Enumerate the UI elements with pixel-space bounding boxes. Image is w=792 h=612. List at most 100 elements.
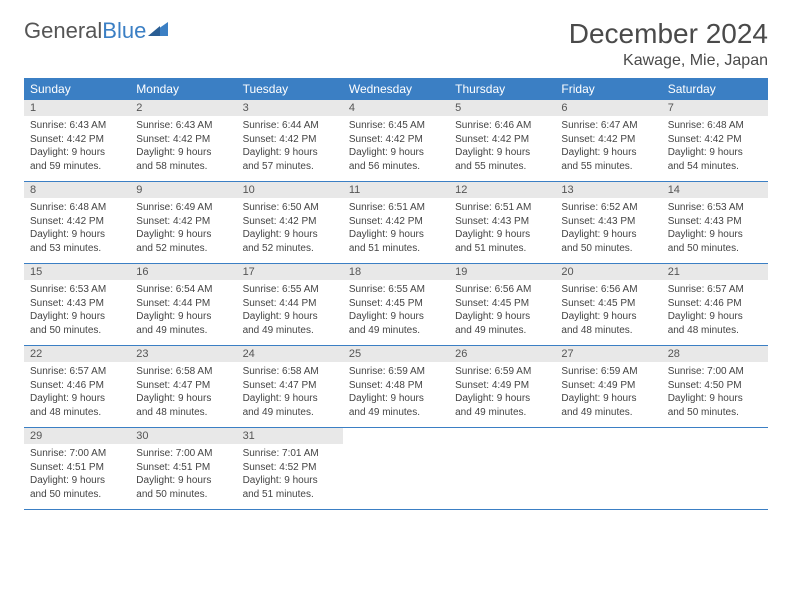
sunrise-text: Sunrise: 6:56 AM	[455, 283, 549, 297]
day2-text: and 57 minutes.	[243, 160, 337, 174]
day2-text: and 54 minutes.	[668, 160, 762, 174]
day-data-row: Sunrise: 6:57 AMSunset: 4:46 PMDaylight:…	[24, 362, 768, 428]
day1-text: Daylight: 9 hours	[243, 228, 337, 242]
day-cell: Sunrise: 6:51 AMSunset: 4:43 PMDaylight:…	[449, 198, 555, 264]
day-cell	[449, 444, 555, 510]
day2-text: and 59 minutes.	[30, 160, 124, 174]
day-number: 19	[449, 264, 555, 281]
day-cell: Sunrise: 6:48 AMSunset: 4:42 PMDaylight:…	[24, 198, 130, 264]
sunset-text: Sunset: 4:42 PM	[30, 133, 124, 147]
day1-text: Daylight: 9 hours	[136, 474, 230, 488]
sunset-text: Sunset: 4:45 PM	[455, 297, 549, 311]
day2-text: and 49 minutes.	[349, 406, 443, 420]
day1-text: Daylight: 9 hours	[349, 146, 443, 160]
sunrise-text: Sunrise: 6:47 AM	[561, 119, 655, 133]
day1-text: Daylight: 9 hours	[30, 146, 124, 160]
day1-text: Daylight: 9 hours	[136, 146, 230, 160]
sunrise-text: Sunrise: 6:59 AM	[561, 365, 655, 379]
day-cell: Sunrise: 6:58 AMSunset: 4:47 PMDaylight:…	[130, 362, 236, 428]
day-number: 27	[555, 346, 661, 363]
sunset-text: Sunset: 4:42 PM	[455, 133, 549, 147]
sunset-text: Sunset: 4:43 PM	[455, 215, 549, 229]
day-data-row: Sunrise: 7:00 AMSunset: 4:51 PMDaylight:…	[24, 444, 768, 510]
day1-text: Daylight: 9 hours	[561, 146, 655, 160]
day2-text: and 49 minutes.	[243, 406, 337, 420]
day-cell: Sunrise: 6:46 AMSunset: 4:42 PMDaylight:…	[449, 116, 555, 182]
day-cell: Sunrise: 6:44 AMSunset: 4:42 PMDaylight:…	[237, 116, 343, 182]
day-number: 7	[662, 100, 768, 116]
sunset-text: Sunset: 4:42 PM	[30, 215, 124, 229]
sunrise-text: Sunrise: 6:54 AM	[136, 283, 230, 297]
day-cell: Sunrise: 6:51 AMSunset: 4:42 PMDaylight:…	[343, 198, 449, 264]
sunset-text: Sunset: 4:42 PM	[243, 215, 337, 229]
day-number: 8	[24, 182, 130, 199]
day-number: 10	[237, 182, 343, 199]
sunrise-text: Sunrise: 6:48 AM	[30, 201, 124, 215]
day-cell: Sunrise: 6:49 AMSunset: 4:42 PMDaylight:…	[130, 198, 236, 264]
sunset-text: Sunset: 4:45 PM	[349, 297, 443, 311]
day2-text: and 51 minutes.	[455, 242, 549, 256]
day-number: 23	[130, 346, 236, 363]
day-cell: Sunrise: 6:43 AMSunset: 4:42 PMDaylight:…	[24, 116, 130, 182]
day2-text: and 55 minutes.	[561, 160, 655, 174]
sunrise-text: Sunrise: 6:52 AM	[561, 201, 655, 215]
day-number	[555, 428, 661, 445]
weekday-header: Tuesday	[237, 78, 343, 100]
day2-text: and 50 minutes.	[561, 242, 655, 256]
day1-text: Daylight: 9 hours	[455, 228, 549, 242]
day-number-row: 293031	[24, 428, 768, 445]
day2-text: and 49 minutes.	[561, 406, 655, 420]
day-cell	[555, 444, 661, 510]
day-number: 28	[662, 346, 768, 363]
sunset-text: Sunset: 4:49 PM	[455, 379, 549, 393]
sunset-text: Sunset: 4:43 PM	[30, 297, 124, 311]
weekday-header: Friday	[555, 78, 661, 100]
day-cell: Sunrise: 6:57 AMSunset: 4:46 PMDaylight:…	[662, 280, 768, 346]
day-number: 12	[449, 182, 555, 199]
day-cell: Sunrise: 6:45 AMSunset: 4:42 PMDaylight:…	[343, 116, 449, 182]
day2-text: and 49 minutes.	[455, 324, 549, 338]
sunset-text: Sunset: 4:43 PM	[668, 215, 762, 229]
day1-text: Daylight: 9 hours	[349, 310, 443, 324]
sunrise-text: Sunrise: 6:49 AM	[136, 201, 230, 215]
day-cell: Sunrise: 7:00 AMSunset: 4:51 PMDaylight:…	[24, 444, 130, 510]
day1-text: Daylight: 9 hours	[136, 310, 230, 324]
day-number: 16	[130, 264, 236, 281]
day2-text: and 51 minutes.	[349, 242, 443, 256]
day2-text: and 50 minutes.	[30, 488, 124, 502]
day1-text: Daylight: 9 hours	[30, 310, 124, 324]
sunset-text: Sunset: 4:44 PM	[136, 297, 230, 311]
day-number: 26	[449, 346, 555, 363]
title-block: December 2024 Kawage, Mie, Japan	[569, 18, 768, 70]
month-title: December 2024	[569, 18, 768, 50]
sunset-text: Sunset: 4:47 PM	[243, 379, 337, 393]
day2-text: and 56 minutes.	[349, 160, 443, 174]
logo: GeneralBlue	[24, 18, 170, 44]
sunset-text: Sunset: 4:42 PM	[136, 215, 230, 229]
sunrise-text: Sunrise: 6:59 AM	[349, 365, 443, 379]
day1-text: Daylight: 9 hours	[455, 146, 549, 160]
sunrise-text: Sunrise: 6:51 AM	[349, 201, 443, 215]
day2-text: and 48 minutes.	[136, 406, 230, 420]
day2-text: and 52 minutes.	[136, 242, 230, 256]
day-number	[449, 428, 555, 445]
day-number: 17	[237, 264, 343, 281]
day2-text: and 50 minutes.	[30, 324, 124, 338]
day-cell: Sunrise: 6:59 AMSunset: 4:49 PMDaylight:…	[555, 362, 661, 428]
day-number-row: 15161718192021	[24, 264, 768, 281]
sunrise-text: Sunrise: 6:53 AM	[668, 201, 762, 215]
weekday-header: Saturday	[662, 78, 768, 100]
sunset-text: Sunset: 4:42 PM	[668, 133, 762, 147]
sunset-text: Sunset: 4:50 PM	[668, 379, 762, 393]
sunset-text: Sunset: 4:51 PM	[30, 461, 124, 475]
sunrise-text: Sunrise: 6:58 AM	[136, 365, 230, 379]
day-number: 24	[237, 346, 343, 363]
sunset-text: Sunset: 4:45 PM	[561, 297, 655, 311]
day-data-row: Sunrise: 6:48 AMSunset: 4:42 PMDaylight:…	[24, 198, 768, 264]
day2-text: and 49 minutes.	[243, 324, 337, 338]
day-number: 22	[24, 346, 130, 363]
day2-text: and 48 minutes.	[30, 406, 124, 420]
day-cell: Sunrise: 6:52 AMSunset: 4:43 PMDaylight:…	[555, 198, 661, 264]
day1-text: Daylight: 9 hours	[455, 392, 549, 406]
day-number: 11	[343, 182, 449, 199]
